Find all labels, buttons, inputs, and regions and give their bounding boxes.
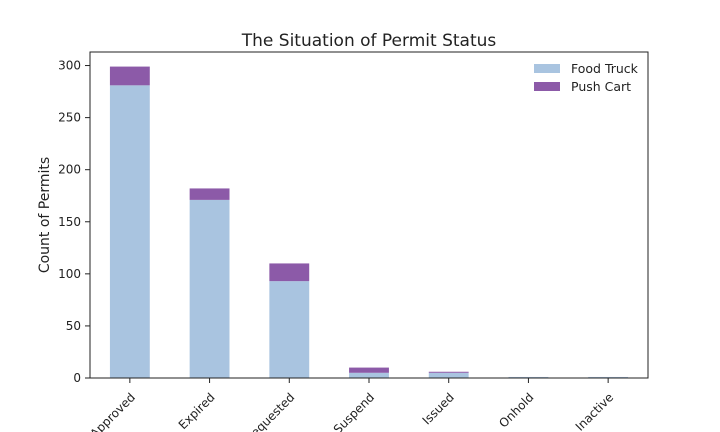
legend: Food Truck Push Cart	[534, 61, 639, 94]
bar-inactive-food-truck	[588, 376, 629, 378]
x-tick-label-issued: Issued	[420, 390, 457, 427]
legend-label-push-cart: Push Cart	[571, 79, 631, 94]
bar-requested-push-cart	[269, 263, 310, 282]
legend-swatch-food-truck	[534, 64, 560, 73]
bar-onhold-food-truck	[508, 376, 549, 378]
y-axis-label: Count of Permits	[37, 157, 53, 273]
y-tick-label: 0	[73, 371, 81, 385]
legend-swatch-push-cart	[534, 82, 560, 91]
bar-issued-push-cart	[428, 371, 469, 373]
x-tick-label-onhold: Onhold	[496, 390, 536, 430]
y-tick-label: 250	[58, 111, 81, 125]
x-tick-label-requested: Requested	[242, 390, 297, 432]
x-tick-label-expired: Expired	[176, 390, 218, 432]
x-tick-label-suspend: Suspend	[331, 390, 377, 432]
y-tick-label: 100	[58, 267, 81, 281]
y-axis: 0 50 100 150 200 250 300	[58, 59, 90, 385]
y-tick-label: 200	[58, 163, 81, 177]
bars-group	[109, 66, 629, 378]
x-tick-label-inactive: Inactive	[573, 390, 617, 432]
x-tick-label-approved: Approved	[87, 390, 138, 432]
bar-requested-food-truck	[269, 281, 310, 378]
legend-label-food-truck: Food Truck	[571, 61, 639, 76]
plot-frame	[89, 51, 649, 379]
bar-expired-push-cart	[189, 188, 230, 200]
y-tick-label: 300	[58, 59, 81, 73]
chart-title: The Situation of Permit Status	[241, 31, 497, 51]
bar-approved-food-truck	[109, 85, 150, 378]
x-axis: Approved Expired Requested Suspend Issued Onh…	[87, 378, 616, 432]
bar-suspend-food-truck	[349, 372, 389, 378]
bar-suspend-push-cart	[349, 367, 389, 373]
bar-expired-food-truck	[189, 199, 230, 378]
y-tick-label: 50	[66, 319, 81, 333]
bar-approved-push-cart	[109, 66, 150, 86]
y-tick-label: 150	[58, 215, 81, 229]
bar-issued-food-truck	[428, 372, 469, 378]
